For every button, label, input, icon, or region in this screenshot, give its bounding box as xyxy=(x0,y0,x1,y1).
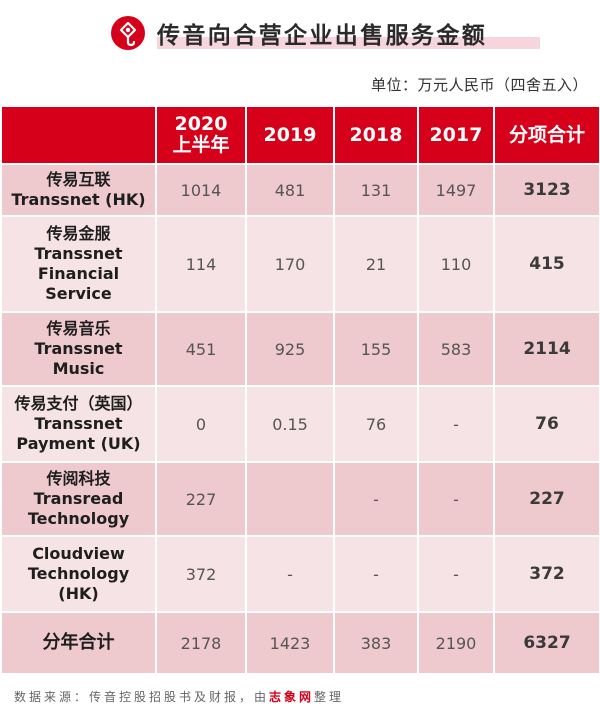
table-row: 传易金服 Transsnet Financial Service 114 170 21 110… xyxy=(0,215,600,313)
header-label: 分项合计 xyxy=(508,123,585,146)
value-cell: 114 xyxy=(155,215,247,313)
company-name-cn: 传阅科技 xyxy=(46,469,111,488)
header-sublabel: 上半年 xyxy=(172,134,230,156)
value-cell: 0.15 xyxy=(245,385,335,463)
source-brand: 志象网 xyxy=(269,690,315,704)
table-row: Cloudview Technology (HK) 372- - -372 xyxy=(0,535,600,613)
company-name-en: Transsnet (HK) xyxy=(11,190,146,209)
company-name-en: Cloudview xyxy=(32,544,125,563)
company-name-cn: 传易音乐 xyxy=(46,319,111,338)
row-label: 传阅科技 Transread Technology xyxy=(0,461,157,537)
table-row: 传阅科技 Transread Technology 227- -227 xyxy=(0,461,600,537)
value-cell: - xyxy=(333,461,419,537)
company-name-en: Payment (UK) xyxy=(16,434,141,453)
row-label: 传易支付（英国） Transsnet Payment (UK) xyxy=(0,385,157,463)
pen-nib-icon xyxy=(111,16,145,50)
value-cell xyxy=(245,461,335,537)
value-cell: 1497 xyxy=(417,163,495,217)
table-row: 传易互联 Transsnet (HK) 1014 481 131 1497 3123 xyxy=(0,163,600,217)
header-cell: 2017 xyxy=(417,105,495,165)
row-total-cell: 2114 xyxy=(493,311,600,387)
value-cell: 131 xyxy=(333,163,419,217)
row-total-cell: 76 xyxy=(493,385,600,463)
company-name-en: Technology xyxy=(27,509,130,528)
row-total-cell: 372 xyxy=(493,535,600,613)
table-row: 传易音乐 Transsnet Music 451 925 155 583 2114 xyxy=(0,311,600,387)
row-total-cell: 415 xyxy=(493,215,600,313)
row-label: 传易音乐 Transsnet Music xyxy=(0,311,157,387)
company-name-en: Transread xyxy=(33,489,124,508)
company-name-cn: 传易互联 xyxy=(46,170,111,189)
value-cell: 0 xyxy=(155,385,247,463)
company-name-cn: 传易支付（英国） xyxy=(14,394,143,413)
value-cell: 925 xyxy=(245,311,335,387)
value-cell: 583 xyxy=(417,311,495,387)
value-cell: 451 xyxy=(155,311,247,387)
header-label: 2018 xyxy=(349,123,403,146)
row-total-cell: 3123 xyxy=(493,163,600,217)
company-name-en: Music xyxy=(52,359,105,378)
header-row: 2020 上半年 2019 2018 2017 分项合计 xyxy=(0,105,600,165)
source-prefix: 数据来源：传音控股招股书及财报，由 xyxy=(14,690,270,704)
value-cell: - xyxy=(333,535,419,613)
table-body: 传易互联 Transsnet (HK) 1014 481 131 1497 3123 传易金服… xyxy=(0,163,600,675)
table-row: 传易支付（英国） Transsnet Payment (UK) 0 0.15 76-76 xyxy=(0,385,600,463)
header-cell: 2019 xyxy=(245,105,335,165)
row-label: 传易金服 Transsnet Financial Service xyxy=(0,215,157,313)
company-name-en: Technology xyxy=(27,564,130,583)
header-cell: 分项合计 xyxy=(493,105,600,165)
company-name-en: Transsnet xyxy=(34,414,123,433)
value-cell: - xyxy=(245,535,335,613)
value-cell: 481 xyxy=(245,163,335,217)
row-total-cell: 227 xyxy=(493,461,600,537)
header-cell-blank xyxy=(0,105,157,165)
row-label: 传易互联 Transsnet (HK) xyxy=(0,163,157,217)
company-name-en: Service xyxy=(45,284,112,303)
value-cell: 227 xyxy=(155,461,247,537)
value-cell: - xyxy=(417,461,495,537)
summary-value-cell: 383 xyxy=(333,611,419,675)
value-cell: 110 xyxy=(417,215,495,313)
source-note: 数据来源：传音控股招股书及财报，由志象网整理 xyxy=(14,688,344,705)
header-label: 2020 xyxy=(174,113,228,135)
row-label: Cloudview Technology (HK) xyxy=(0,535,157,613)
grand-total-cell: 6327 xyxy=(493,611,600,675)
value-cell: 372 xyxy=(155,535,247,613)
value-cell: 1014 xyxy=(155,163,247,217)
title-block: 传音向合营企业出售服务金额 xyxy=(110,12,540,56)
summary-label: 分年合计 xyxy=(0,611,157,675)
unit-note: 单位：万元人民币（四舍五入） xyxy=(370,76,588,94)
summary-value-cell: 2178 xyxy=(155,611,247,675)
page-title: 传音向合营企业出售服务金额 xyxy=(157,23,488,49)
value-cell: 170 xyxy=(245,215,335,313)
value-cell: - xyxy=(417,535,495,613)
title-highlight xyxy=(157,37,540,49)
summary-value-cell: 1423 xyxy=(245,611,335,675)
source-suffix: 整理 xyxy=(314,690,345,704)
sales-table: 2020 上半年 2019 2018 2017 分项合计 传易互联 Transsnet (H… xyxy=(0,105,600,675)
summary-row: 分年合计 2178 1423 383 2190 6327 xyxy=(0,611,600,675)
value-cell: - xyxy=(417,385,495,463)
company-name-en: (HK) xyxy=(58,584,99,603)
header-cell: 2018 xyxy=(333,105,419,165)
header-label: 2019 xyxy=(263,123,317,146)
value-cell: 76 xyxy=(333,385,419,463)
summary-value-cell: 2190 xyxy=(417,611,495,675)
company-name-en: Financial xyxy=(37,264,120,283)
value-cell: 155 xyxy=(333,311,419,387)
company-name-cn: 传易金服 xyxy=(46,224,111,243)
company-name-en: Transsnet xyxy=(34,244,123,263)
value-cell: 21 xyxy=(333,215,419,313)
header-cell: 2020 上半年 xyxy=(155,105,247,165)
header-label: 2017 xyxy=(429,123,483,146)
company-name-en: Transsnet xyxy=(34,339,123,358)
